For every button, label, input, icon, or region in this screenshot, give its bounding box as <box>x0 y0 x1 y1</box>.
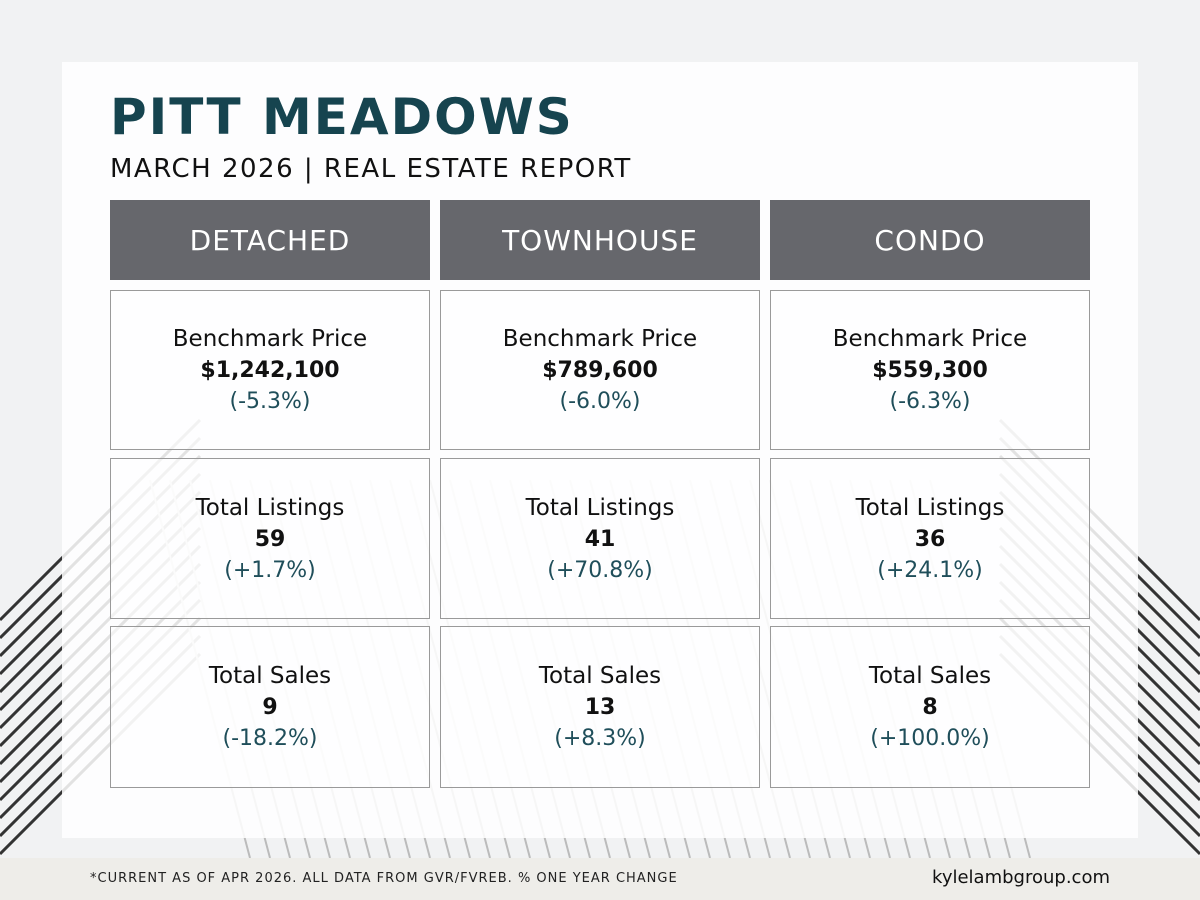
metric-value: 8 <box>922 695 938 720</box>
metric-value: $789,600 <box>542 358 658 383</box>
metric-label: Benchmark Price <box>832 326 1028 352</box>
page-subtitle: MARCH 2026 | REAL ESTATE REPORT <box>110 154 632 184</box>
column-header-detached: DETACHED <box>110 200 430 280</box>
metric-change: (+24.1%) <box>877 557 983 583</box>
metric-change: (+70.8%) <box>547 557 653 583</box>
metric-change: (+100.0%) <box>870 726 990 751</box>
metric-card: Total Listings 41 (+70.8%) <box>440 458 760 619</box>
footer-note: *CURRENT AS OF APR 2026. ALL DATA FROM G… <box>90 871 678 886</box>
website-link[interactable]: kylelambgroup.com <box>932 867 1110 888</box>
metric-label: Total Sales <box>538 663 662 689</box>
metric-value: 36 <box>914 526 946 552</box>
metric-change: (-6.0%) <box>559 389 641 414</box>
footer: *CURRENT AS OF APR 2026. ALL DATA FROM G… <box>0 858 1200 900</box>
page-title: PITT MEADOWS <box>110 88 574 146</box>
metric-label: Benchmark Price <box>502 326 698 352</box>
metric-label: Total Listings <box>855 494 1005 521</box>
metric-card: Total Sales 13 (+8.3%) <box>440 626 760 788</box>
metric-card: Total Listings 59 (+1.7%) <box>110 458 430 619</box>
metric-change: (-5.3%) <box>229 389 311 414</box>
metric-label: Benchmark Price <box>172 326 368 352</box>
metric-card: Benchmark Price $1,242,100 (-5.3%) <box>110 290 430 450</box>
metric-label: Total Sales <box>208 663 332 689</box>
metric-card: Total Listings 36 (+24.1%) <box>770 458 1090 619</box>
column-header-condo: CONDO <box>770 200 1090 280</box>
metric-change: (-6.3%) <box>889 389 971 414</box>
metric-card: Total Sales 8 (+100.0%) <box>770 626 1090 788</box>
metric-label: Total Sales <box>868 663 992 689</box>
metric-change: (+1.7%) <box>224 557 316 583</box>
metric-change: (+8.3%) <box>554 726 646 751</box>
metric-value: 9 <box>262 695 278 720</box>
metric-label: Total Listings <box>195 494 345 521</box>
metric-value: 59 <box>254 526 286 552</box>
metric-value: $1,242,100 <box>200 358 340 383</box>
metric-change: (-18.2%) <box>222 726 318 751</box>
metric-card: Total Sales 9 (-18.2%) <box>110 626 430 788</box>
metric-value: 13 <box>584 695 616 720</box>
metric-value: $559,300 <box>872 358 988 383</box>
metric-card: Benchmark Price $559,300 (-6.3%) <box>770 290 1090 450</box>
metric-card: Benchmark Price $789,600 (-6.0%) <box>440 290 760 450</box>
metric-label: Total Listings <box>525 494 675 521</box>
metric-value: 41 <box>584 526 616 552</box>
column-header-townhouse: TOWNHOUSE <box>440 200 760 280</box>
